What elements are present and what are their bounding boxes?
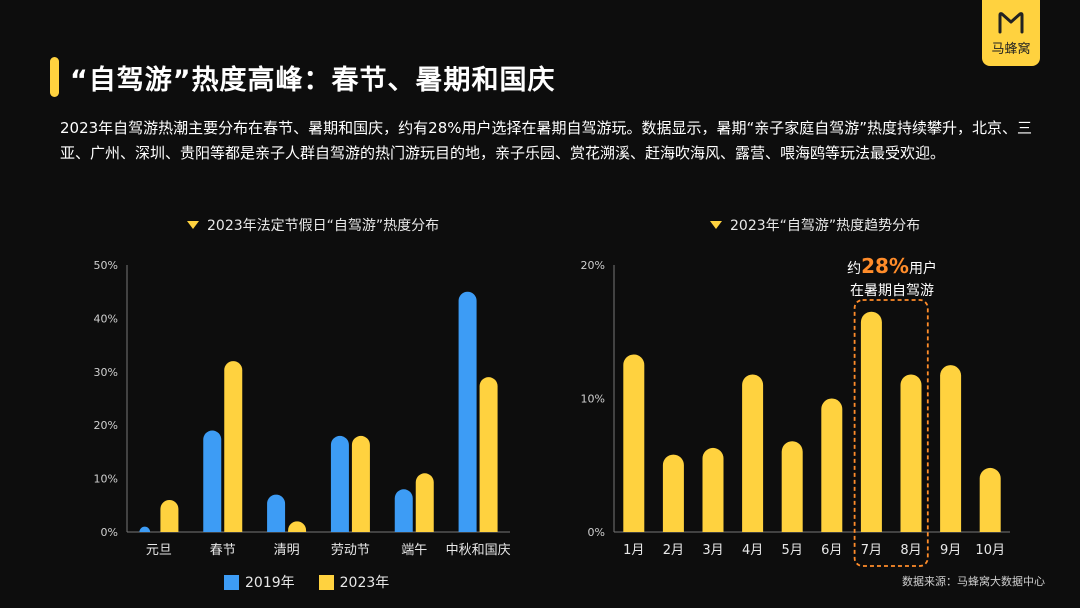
chart1-x-tick-label: 清明 <box>274 543 300 558</box>
chart1-y-tick-label: 10% <box>94 473 118 486</box>
chart2-title: 2023年“自驾游”热度趋势分布 <box>710 215 920 235</box>
chart1-y-tick-label: 20% <box>94 419 118 432</box>
chart2-x-tick-label: 4月 <box>742 543 763 558</box>
chart2-bar <box>860 311 882 532</box>
chart1-bar <box>479 377 498 532</box>
chart2-bar <box>662 454 684 532</box>
chart2-bar <box>979 467 1001 532</box>
legend-swatch-yellow <box>318 574 334 590</box>
chart1-bar <box>394 489 413 532</box>
chart2-x-tick-label: 10月 <box>975 543 1005 558</box>
chart2-x-tick-label: 3月 <box>702 543 723 558</box>
chart2-bar <box>742 374 764 532</box>
chart1-bar <box>288 521 307 532</box>
chart2-x-tick-label: 2月 <box>663 543 684 558</box>
chart1-bar <box>203 430 222 532</box>
chart1-x-tick-label: 元旦 <box>146 543 172 558</box>
triangle-down-icon <box>710 221 722 229</box>
page-description: 2023年自驾游热潮主要分布在春节、暑期和国庆，约有28%用户选择在暑期自驾游玩… <box>60 119 1033 162</box>
chart1-bar <box>415 473 434 532</box>
chart2-x-tick-label: 6月 <box>821 543 842 558</box>
logo: 马蜂窝 <box>982 0 1040 66</box>
chart1-title: 2023年法定节假日“自驾游”热度分布 <box>187 215 439 235</box>
summer-annotation: 约28%用户 在暑期自驾游 <box>847 254 937 299</box>
chart1-bar <box>224 361 243 532</box>
chart1-bar <box>351 435 370 532</box>
chart1-y-tick-label: 50% <box>94 259 118 272</box>
legend-item-2023: 2023年 <box>318 572 389 592</box>
legend-item-2019: 2019年 <box>224 572 295 592</box>
chart2-x-tick-label: 1月 <box>623 543 644 558</box>
legend-swatch-blue <box>224 574 239 590</box>
chart1-title-text: 2023年法定节假日“自驾游”热度分布 <box>207 218 440 234</box>
chart1-bar <box>267 494 286 532</box>
chart2-title-text: 2023年“自驾游”热度趋势分布 <box>730 218 921 234</box>
chart2-bar <box>623 354 645 532</box>
chart2-x-tick-label: 5月 <box>782 543 803 558</box>
chart1-bar <box>330 435 349 532</box>
data-source: 数据来源：马蜂窝大数据中心 <box>902 575 1045 588</box>
chart2-x-tick-label: 9月 <box>940 543 961 558</box>
page-title: “自驾游”热度高峰：春节、暑期和国庆 <box>70 65 556 96</box>
chart1-bar <box>160 499 179 532</box>
title-accent-bar <box>50 57 59 97</box>
chart2-bar <box>702 447 724 532</box>
chart2-x-tick-label: 8月 <box>900 543 921 558</box>
summer-highlight-box <box>853 299 929 567</box>
chart1-y-tick-label: 40% <box>94 312 118 325</box>
chart1-y-tick-label: 0% <box>101 526 118 539</box>
chart2-bar <box>940 365 962 532</box>
chart1-x-tick-label: 端午 <box>401 543 427 558</box>
chart2-bar <box>900 374 922 532</box>
chart2-y-tick-label: 20% <box>581 259 605 272</box>
triangle-down-icon <box>187 221 199 229</box>
chart1-bar <box>139 526 151 532</box>
chart2-y-tick-label: 0% <box>588 526 605 539</box>
chart2-bar <box>781 441 803 532</box>
mafengwo-m-icon <box>998 11 1024 33</box>
chart1-x-tick-label: 中秋和国庆 <box>446 543 511 558</box>
logo-label: 马蜂窝 <box>991 41 1031 57</box>
chart2-x-tick-label: 7月 <box>861 543 882 558</box>
chart1-legend: 2019年 2023年 <box>224 572 403 592</box>
chart2-y-tick-label: 10% <box>581 393 605 406</box>
chart2-bar <box>821 398 843 532</box>
chart1-x-tick-label: 劳动节 <box>331 542 370 558</box>
chart1-y-tick-label: 30% <box>94 366 118 379</box>
chart1-bar <box>458 291 477 532</box>
chart1-x-tick-label: 春节 <box>210 543 236 558</box>
